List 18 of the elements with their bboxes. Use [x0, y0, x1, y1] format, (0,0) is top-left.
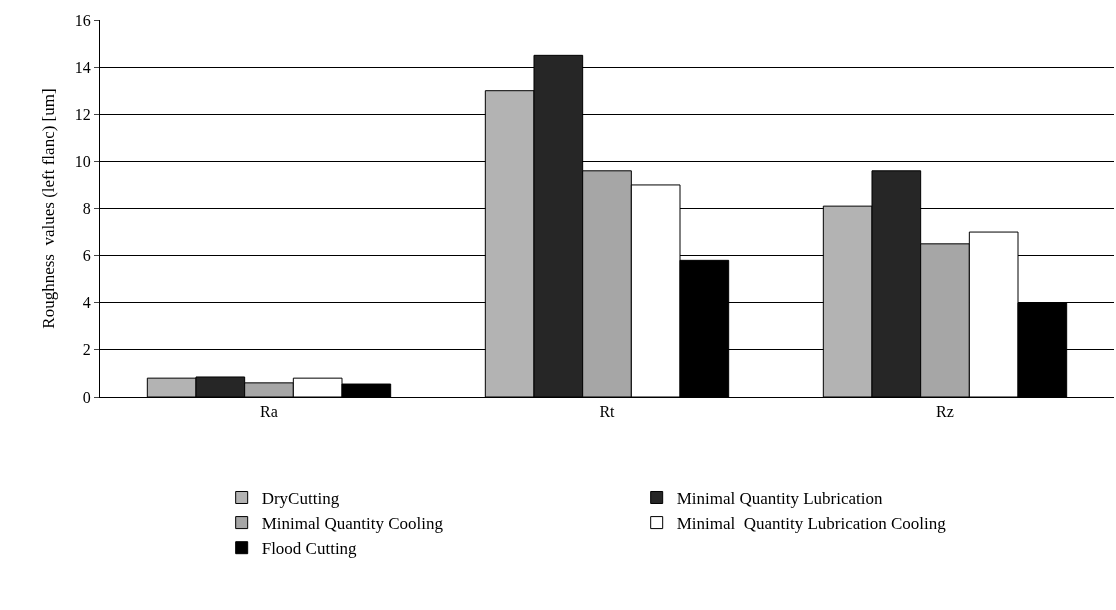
x-tick-label: Rt	[599, 403, 616, 421]
y-tick-label: 14	[74, 58, 91, 76]
y-tick-label: 16	[74, 11, 91, 29]
legend-label: Flood Cutting	[261, 539, 358, 559]
y-tick-label: 0	[82, 388, 91, 406]
y-tick-label: 2	[82, 341, 91, 359]
x-tick-label: Ra	[260, 403, 278, 421]
y-axis-title: Roughness values (left flanc) [um]	[39, 88, 59, 329]
y-tick-label: 4	[82, 294, 91, 312]
legend-label: Minimal Quantity Lubrication	[676, 489, 884, 509]
x-tick-label: Rz	[936, 403, 954, 421]
legend-label: Minimal Quantity Cooling	[261, 514, 444, 534]
y-tick-label: 12	[74, 105, 91, 123]
y-tick-label: 6	[82, 247, 91, 265]
y-tick-label: 10	[74, 152, 91, 170]
legend-label: Minimal Quantity Lubrication Cooling	[676, 514, 947, 534]
legend-label: DryCutting	[261, 489, 340, 509]
y-tick-label: 8	[82, 200, 91, 218]
